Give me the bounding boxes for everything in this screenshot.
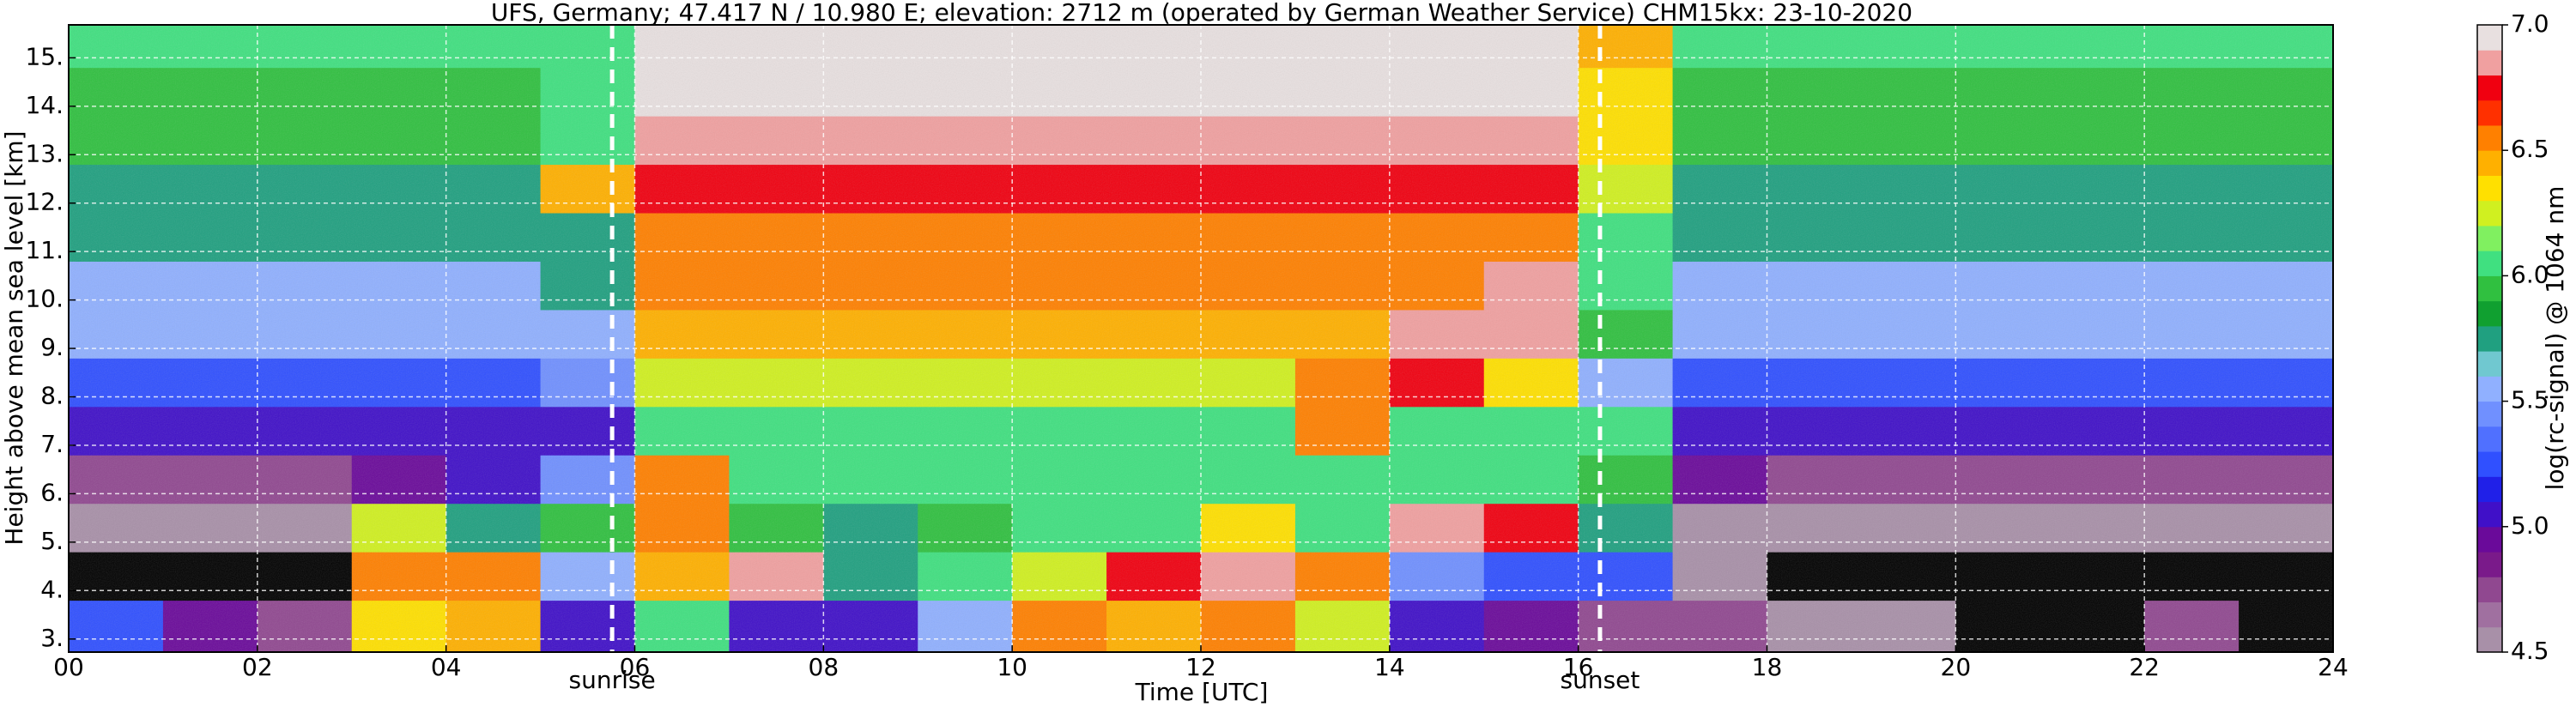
y-tick-label: 4. <box>40 575 64 603</box>
colorbar-tick-label: 6.0 <box>2511 260 2549 288</box>
x-tick-label: 06 <box>620 653 651 681</box>
x-tick-label: 16 <box>1563 653 1594 681</box>
x-tick-label: 12 <box>1185 653 1216 681</box>
colorbar-segment <box>2477 526 2502 553</box>
colorbar-segment <box>2477 150 2502 176</box>
colorbar-segment <box>2477 476 2502 503</box>
y-tick-label: 13. <box>25 139 64 167</box>
colorbar-tick-label: 6.5 <box>2511 135 2549 163</box>
colorbar-segment <box>2477 251 2502 276</box>
y-tick-label: 9. <box>40 333 64 361</box>
colorbar-frame <box>2476 24 2503 653</box>
colorbar-segment <box>2477 200 2502 227</box>
annotation-label: sunset <box>1561 666 1640 694</box>
chart-title: UFS, Germany; 47.417 N / 10.980 E; eleva… <box>491 0 1912 27</box>
x-tick-label: 24 <box>2318 653 2349 681</box>
colorbar-segment <box>2477 75 2502 101</box>
colorbar-segment <box>2477 552 2502 577</box>
y-tick-label: 5. <box>40 527 64 555</box>
colorbar-segment <box>2477 225 2502 251</box>
x-tick-label: 08 <box>809 653 839 681</box>
colorbar-segment <box>2477 376 2502 402</box>
y-tick-label: 6. <box>40 478 64 506</box>
colorbar-tick-label: 5.0 <box>2511 511 2549 540</box>
colorbar-segment <box>2477 50 2502 76</box>
colorbar-segment <box>2477 175 2502 202</box>
x-axis-label: Time [UTC] <box>1135 678 1269 706</box>
colorbar-tick-label: 4.5 <box>2511 637 2549 665</box>
y-tick-label: 3. <box>40 624 64 652</box>
x-tick-label: 22 <box>2129 653 2160 681</box>
colorbar-segment <box>2477 124 2502 151</box>
colorbar-segment <box>2477 275 2502 302</box>
plot-frame <box>68 24 2334 653</box>
colorbar-segment <box>2477 100 2502 126</box>
colorbar-segment <box>2477 401 2502 427</box>
colorbar-segment <box>2477 351 2502 377</box>
colorbar-segment <box>2477 451 2502 477</box>
x-tick-label: 10 <box>997 653 1027 681</box>
x-tick-label: 02 <box>242 653 273 681</box>
colorbar-tick-label: 5.5 <box>2511 386 2549 414</box>
colorbar-segment <box>2477 426 2502 452</box>
x-tick-label: 18 <box>1752 653 1783 681</box>
x-tick-label: 04 <box>431 653 462 681</box>
colorbar <box>2477 24 2508 653</box>
overlay <box>68 25 2334 652</box>
y-axis-label: Height above mean sea level [km] <box>0 130 28 545</box>
y-tick-label: 11. <box>25 236 64 264</box>
colorbar-tick-label: 7.0 <box>2511 9 2549 38</box>
y-tick-label: 8. <box>40 382 64 410</box>
x-tick-label: 00 <box>53 653 84 681</box>
colorbar-label: log(rc-signal) @ 1064 nm <box>2541 186 2569 491</box>
colorbar-segment <box>2477 626 2502 653</box>
colorbar-segment <box>2477 300 2502 327</box>
y-tick-label: 10. <box>25 285 64 313</box>
y-tick-label: 14. <box>25 91 64 119</box>
y-tick-label: 7. <box>40 430 64 458</box>
y-tick-label: 15. <box>25 42 64 70</box>
x-tick-label: 14 <box>1374 653 1405 681</box>
y-tick-label: 12. <box>25 188 64 216</box>
colorbar-segment <box>2477 25 2502 51</box>
colorbar-segment <box>2477 577 2502 603</box>
colorbar-segment <box>2477 601 2502 628</box>
x-tick-label: 20 <box>1941 653 1972 681</box>
annotation-label: sunrise <box>569 666 656 694</box>
colorbar-segment <box>2477 501 2502 528</box>
colorbar-segment <box>2477 325 2502 352</box>
